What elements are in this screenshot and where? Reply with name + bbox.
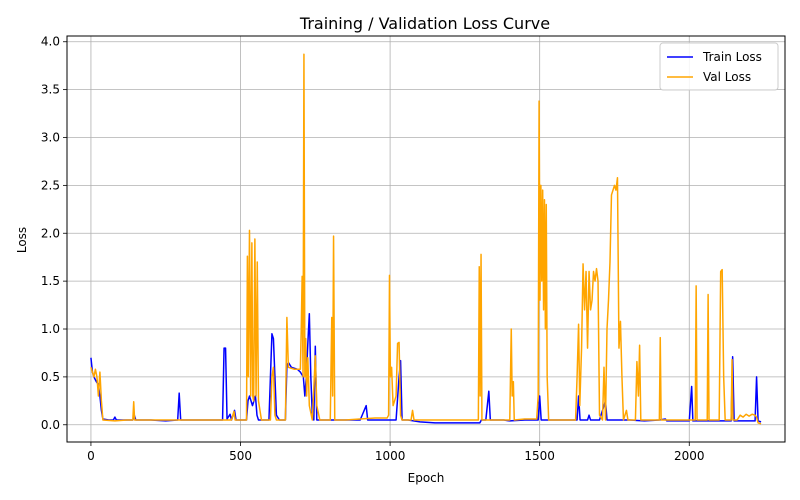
series-line-val-loss [90, 53, 762, 425]
y-tick-label: 1.0 [41, 322, 60, 336]
series-layer [90, 53, 762, 425]
chart-title: Training / Validation Loss Curve [299, 14, 550, 33]
y-tick-label: 4.0 [41, 35, 60, 49]
y-tick-label: 3.5 [41, 83, 60, 97]
y-axis-label: Loss [15, 227, 29, 253]
grid [67, 36, 785, 442]
y-tick-label: 0.5 [41, 370, 60, 384]
plot-frame [66, 35, 786, 443]
x-tick-label: 500 [229, 449, 252, 463]
legend: Train Loss Val Loss [659, 42, 779, 91]
x-axis: 0 500 1000 1500 2000 [87, 442, 705, 463]
y-tick-label: 2.5 [41, 178, 60, 192]
x-tick-label: 1500 [524, 449, 555, 463]
legend-label-val: Val Loss [703, 70, 751, 84]
x-tick-label: 1000 [375, 449, 406, 463]
x-tick-label: 2000 [674, 449, 705, 463]
x-tick-label: 0 [87, 449, 95, 463]
y-axis: 0.0 0.5 1.0 1.5 2.0 2.5 3.0 3.5 4.0 [41, 35, 67, 432]
x-axis-label: Epoch [408, 471, 445, 485]
y-tick-label: 3.0 [41, 131, 60, 145]
legend-label-train: Train Loss [702, 50, 762, 64]
y-tick-label: 2.0 [41, 226, 60, 240]
y-tick-label: 0.0 [41, 418, 60, 432]
legend-box [659, 42, 779, 91]
y-tick-label: 1.5 [41, 274, 60, 288]
